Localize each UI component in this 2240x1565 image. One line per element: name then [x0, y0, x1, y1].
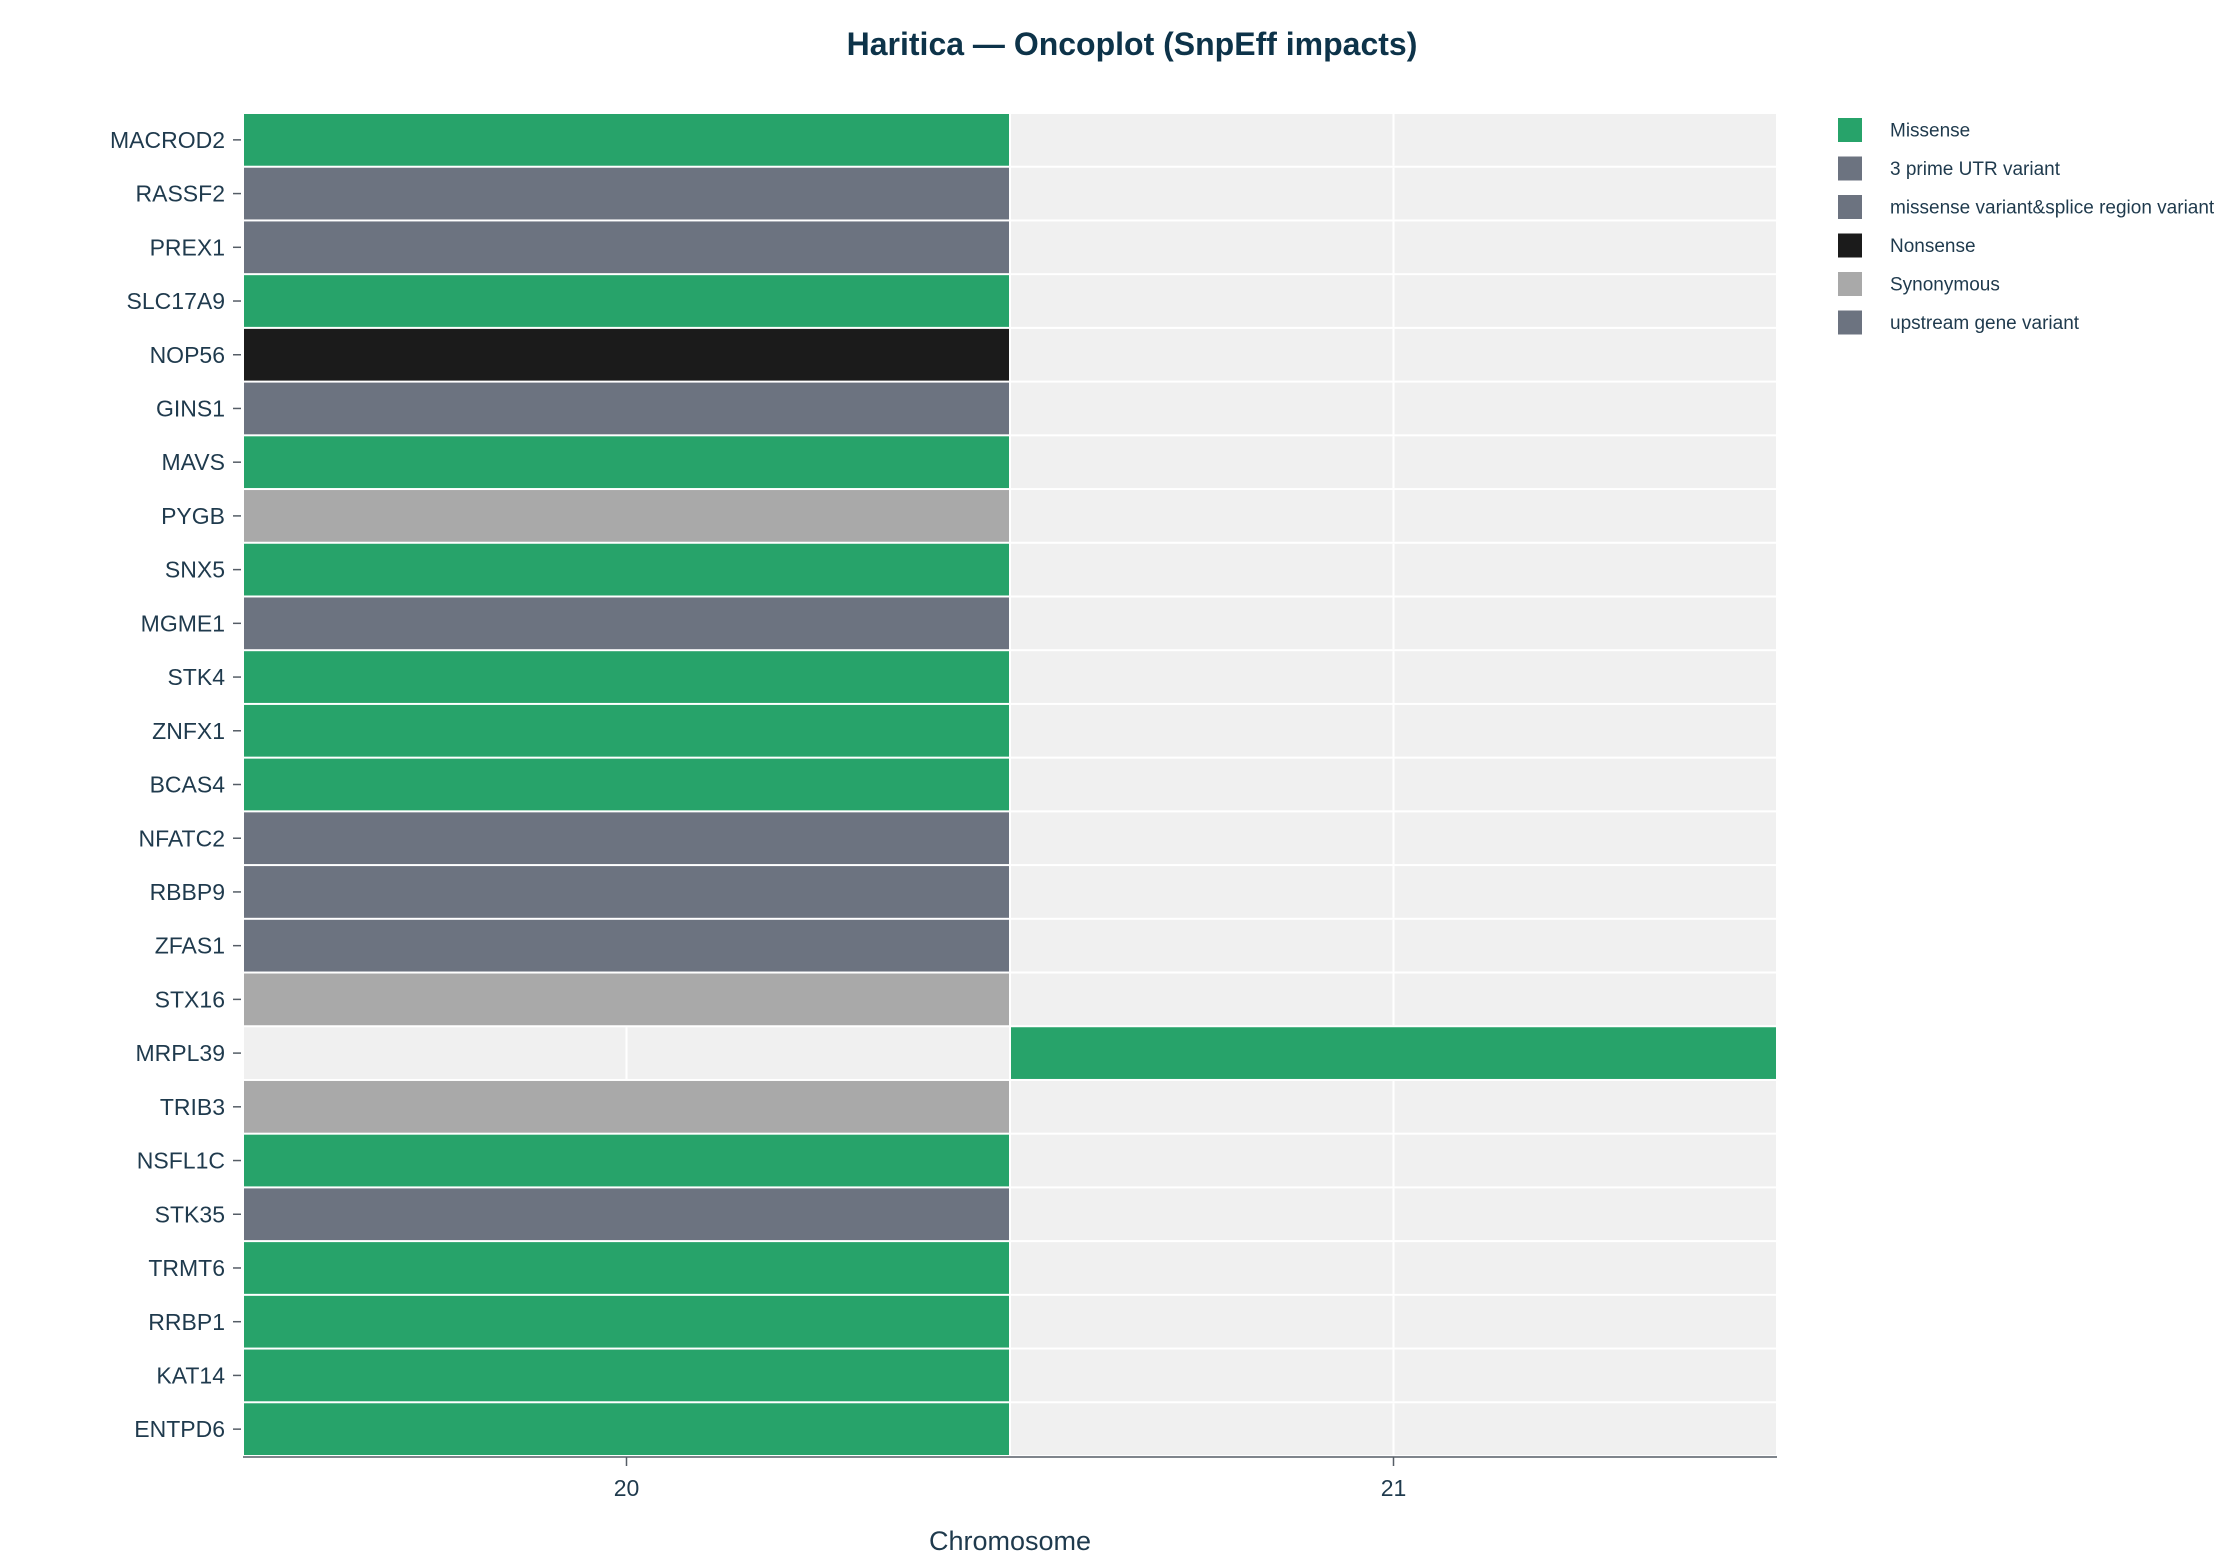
mutation-cell	[244, 114, 1009, 166]
mutation-cell	[244, 382, 1009, 435]
legend-swatch	[1838, 233, 1862, 258]
gene-label: BCAS4	[150, 772, 226, 798]
gene-label: RBBP9	[150, 879, 225, 905]
gene-label: SLC17A9	[127, 288, 225, 314]
legend-swatch	[1838, 118, 1862, 142]
gene-label: PREX1	[150, 234, 225, 260]
mutation-cell	[244, 1349, 1009, 1402]
y-axis: MACROD2 RASSF2 PREX1 SLC17A9 NOP56 GINS1 MAVS P…	[110, 127, 241, 1442]
mutation-cell	[244, 1295, 1009, 1348]
gene-label: MRPL39	[136, 1040, 225, 1066]
gene-label: GINS1	[156, 396, 225, 422]
legend-label: missense variant&splice region variant	[1890, 198, 2215, 219]
legend-swatch	[1838, 310, 1862, 335]
mutation-cell	[244, 597, 1009, 650]
gene-label: NFATC2	[139, 825, 225, 851]
gene-label: SNX5	[165, 557, 225, 583]
legend-label: 3 prime UTR variant	[1890, 159, 2061, 180]
gene-label: MGME1	[141, 610, 225, 636]
x-axis: 20 21	[243, 1456, 1777, 1501]
x-tick-label: 21	[1381, 1475, 1407, 1501]
mutation-cell	[244, 167, 1009, 220]
legend: Missense 3 prime UTR variant missense vari…	[1838, 118, 2215, 335]
mutation-cell	[244, 1403, 1009, 1455]
legend-label: Missense	[1890, 121, 1970, 142]
gene-label: ENTPD6	[134, 1416, 225, 1442]
mutation-cell	[244, 221, 1009, 274]
mutation-cell	[244, 704, 1009, 757]
legend-label: Synonymous	[1890, 275, 2000, 296]
mutation-cell	[244, 651, 1009, 703]
legend-swatch	[1838, 272, 1862, 296]
gene-label: STK35	[155, 1201, 225, 1227]
mutation-cell	[244, 436, 1009, 489]
gene-label: TRMT6	[148, 1255, 225, 1281]
mutation-cell	[244, 758, 1009, 811]
gene-label: PYGB	[161, 503, 225, 529]
gene-label: ZNFX1	[152, 718, 225, 744]
mutation-cell	[244, 973, 1009, 1026]
plot-area	[244, 114, 1776, 1455]
mutation-cell	[244, 328, 1009, 381]
mutation-cell	[244, 1134, 1009, 1187]
mutation-cell	[1011, 1027, 1776, 1079]
legend-swatch	[1838, 156, 1862, 181]
legend-label: upstream gene variant	[1890, 313, 2080, 334]
legend-label: Nonsense	[1890, 236, 1976, 257]
gene-label: NOP56	[150, 342, 225, 368]
gene-label: RASSF2	[136, 181, 225, 207]
gene-label: STX16	[155, 986, 225, 1012]
gene-label: MACROD2	[110, 127, 225, 153]
mutation-cell	[244, 812, 1009, 865]
mutation-cell	[244, 919, 1009, 972]
gene-label: RRBP1	[148, 1309, 225, 1335]
legend-swatch	[1838, 195, 1862, 219]
mutation-cell	[244, 1242, 1009, 1294]
mutation-cell	[244, 543, 1009, 596]
mutation-cell	[244, 1080, 1009, 1133]
mutation-cell	[244, 1188, 1009, 1241]
gene-label: MAVS	[162, 449, 225, 475]
gene-label: TRIB3	[160, 1094, 225, 1120]
gene-label: NSFL1C	[137, 1148, 225, 1174]
gene-label: ZFAS1	[155, 933, 225, 959]
mutation-cell	[244, 866, 1009, 918]
mutation-cell	[244, 275, 1009, 327]
chart-title: Haritica — Oncoplot (SnpEff impacts)	[847, 26, 1418, 62]
x-axis-title: Chromosome	[929, 1526, 1091, 1556]
x-tick-label: 20	[614, 1475, 640, 1501]
mutation-cell	[244, 490, 1009, 542]
gene-label: STK4	[167, 664, 225, 690]
gene-label: KAT14	[156, 1362, 225, 1388]
